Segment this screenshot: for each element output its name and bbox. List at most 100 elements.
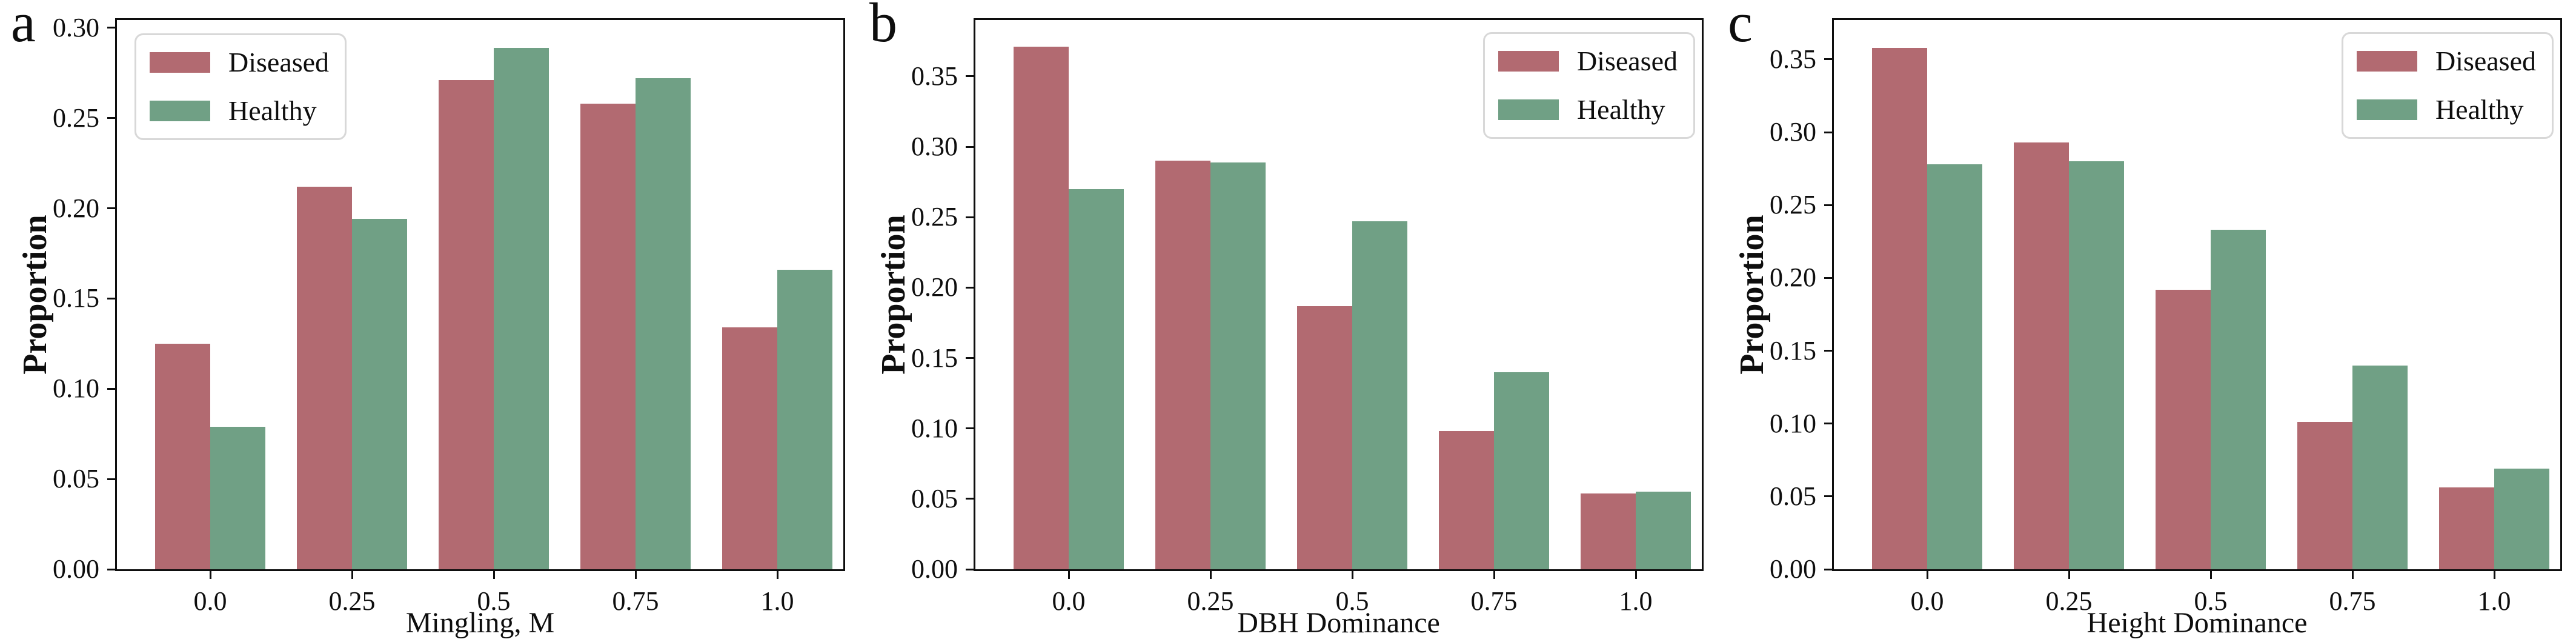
x-tick-label: 1.0 <box>1619 586 1653 616</box>
bar-healthy <box>210 427 265 569</box>
x-tick-label: 0.25 <box>2045 586 2093 616</box>
y-tick-label: 0.10 <box>53 373 99 404</box>
y-tick-mark <box>107 387 115 390</box>
legend-row: Healthy <box>150 96 329 126</box>
y-tick-label: 0.25 <box>53 102 99 133</box>
bar-healthy <box>1927 164 1982 569</box>
x-tick-label: 0.75 <box>1470 586 1518 616</box>
x-tick-mark <box>1209 571 1212 579</box>
plot-area: Diseased Healthy <box>1832 18 2562 571</box>
x-tick-label: 0.75 <box>612 586 659 616</box>
axis-spine-top <box>974 18 1704 20</box>
y-tick-label: 0.25 <box>1770 190 1816 220</box>
x-tick-mark <box>776 571 778 579</box>
x-tick-mark <box>1067 571 1070 579</box>
y-tick-label: 0.05 <box>1770 481 1816 511</box>
axis-spine-left <box>974 18 975 571</box>
axis-spine-bottom <box>115 569 845 571</box>
axis-spine-right <box>1702 18 1704 571</box>
bar-healthy <box>2069 161 2124 569</box>
y-tick-mark <box>1824 58 1832 61</box>
x-tick-mark <box>1493 571 1495 579</box>
y-tick-mark <box>1824 495 1832 498</box>
x-tick-mark <box>493 571 495 579</box>
y-tick-mark <box>1824 350 1832 352</box>
x-tick-label: 0.0 <box>1052 586 1086 616</box>
y-tick-label: 0.00 <box>1770 554 1816 584</box>
legend-swatch-diseased <box>1498 51 1559 72</box>
legend: Diseased Healthy <box>134 33 347 140</box>
bar-healthy <box>494 48 549 569</box>
panel-letter: c <box>1728 0 1753 53</box>
x-tick-mark <box>2493 571 2495 579</box>
bar-healthy <box>1210 162 1266 569</box>
x-tick-label: 0.25 <box>1187 586 1234 616</box>
panel-letter: a <box>11 0 36 53</box>
bar-healthy <box>636 78 691 569</box>
x-tick-mark <box>2068 571 2070 579</box>
y-tick-label: 0.25 <box>911 202 958 232</box>
x-tick-mark <box>1635 571 1637 579</box>
panel-a: a Proportion Diseased Healthy 0.00 0.05 0.10 0.… <box>0 0 858 642</box>
y-tick-mark <box>107 568 115 570</box>
y-tick-label: 0.00 <box>911 554 958 584</box>
x-tick-mark <box>351 571 353 579</box>
y-tick-mark <box>966 145 974 148</box>
y-tick-label: 0.20 <box>911 272 958 303</box>
bar-diseased <box>2297 422 2352 569</box>
legend-row: Diseased <box>2356 46 2536 76</box>
y-tick-mark <box>107 27 115 29</box>
bar-diseased <box>2014 142 2069 569</box>
x-tick-label: 0.0 <box>1910 586 1944 616</box>
y-tick-label: 0.35 <box>911 61 958 91</box>
legend-swatch-healthy <box>1498 99 1559 120</box>
y-tick-label: 0.30 <box>911 132 958 162</box>
legend-swatch-healthy <box>2356 99 2417 120</box>
y-tick-label: 0.30 <box>53 12 99 42</box>
y-tick-mark <box>966 498 974 500</box>
legend-row: Healthy <box>1498 95 1678 125</box>
x-tick-label: 1.0 <box>760 586 794 616</box>
x-tick-mark <box>2351 571 2354 579</box>
x-tick-label: 0.5 <box>1335 586 1369 616</box>
y-tick-label: 0.15 <box>53 283 99 313</box>
x-tick-label: 0.25 <box>328 586 376 616</box>
bar-diseased <box>2156 290 2211 569</box>
x-tick-mark <box>634 571 637 579</box>
legend-label: Diseased <box>228 47 330 78</box>
legend-label: Diseased <box>1576 45 1678 76</box>
y-tick-mark <box>966 427 974 430</box>
x-axis-label: Height Dominance <box>2086 607 2308 639</box>
bar-healthy <box>1494 372 1549 569</box>
y-tick-label: 0.20 <box>53 193 99 223</box>
y-tick-label: 0.35 <box>1770 44 1816 74</box>
axis-spine-bottom <box>974 569 1704 571</box>
axis-spine-right <box>2560 18 2562 571</box>
bar-diseased <box>1439 431 1494 569</box>
bar-healthy <box>1069 189 1124 569</box>
legend-swatch-diseased <box>150 52 210 73</box>
bar-diseased <box>580 104 636 569</box>
y-tick-mark <box>107 117 115 119</box>
legend-label: Healthy <box>228 95 317 126</box>
x-tick-label: 0.5 <box>2194 586 2228 616</box>
y-tick-label: 0.05 <box>911 483 958 513</box>
y-tick-mark <box>966 75 974 78</box>
panel-c: c Proportion Diseased Healthy 0.00 0.05 0.10 0.… <box>1717 0 2575 642</box>
legend-row: Diseased <box>1498 46 1678 76</box>
y-tick-mark <box>1824 568 1832 570</box>
axis-spine-left <box>1832 18 1834 571</box>
x-tick-mark <box>2209 571 2212 579</box>
y-tick-mark <box>966 568 974 570</box>
y-tick-mark <box>966 357 974 359</box>
y-tick-label: 0.15 <box>911 343 958 373</box>
legend-label: Healthy <box>1576 94 1665 125</box>
axis-spine-top <box>1832 18 2562 20</box>
y-tick-mark <box>1824 423 1832 425</box>
legend-row: Healthy <box>2356 95 2536 125</box>
panel-b: b Proportion Diseased Healthy 0.00 0.05 0.10 0.… <box>858 0 1717 642</box>
y-tick-mark <box>107 478 115 480</box>
bar-diseased <box>1014 47 1069 569</box>
x-axis-label: Mingling, M <box>405 607 555 639</box>
y-tick-mark <box>107 207 115 210</box>
